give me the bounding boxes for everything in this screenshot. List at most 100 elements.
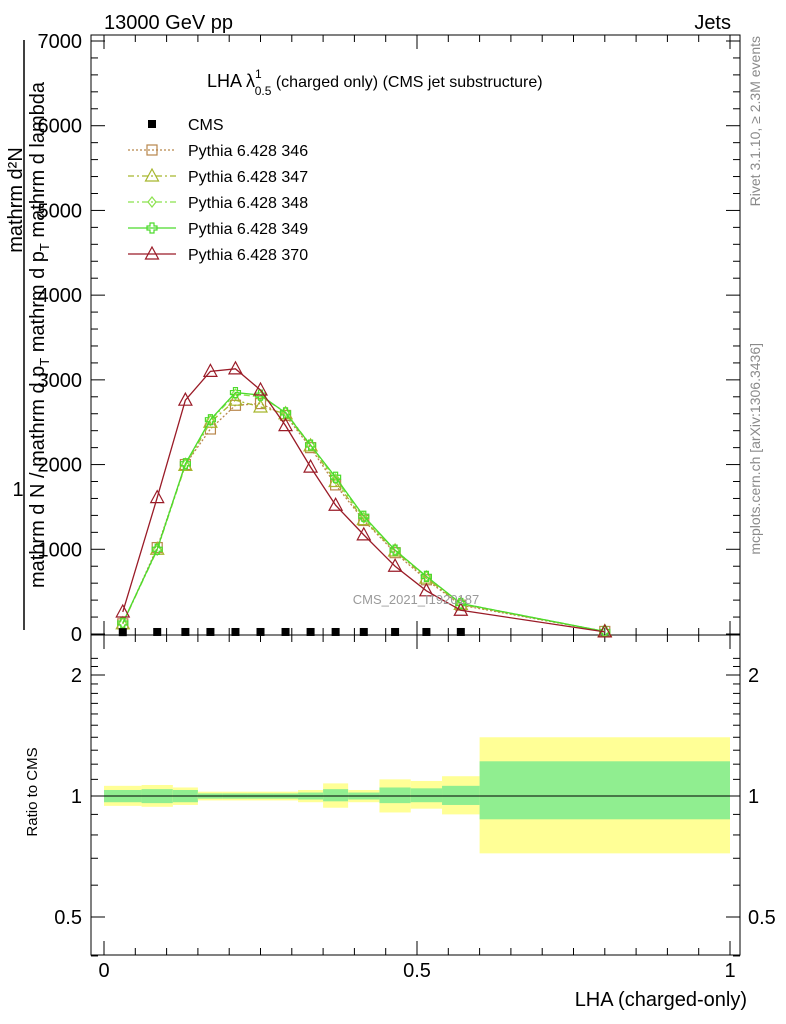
legend-marker-5 xyxy=(144,245,160,260)
plot-title-rest: (charged only) (CMS jet substructure) xyxy=(271,74,542,91)
cms-point-4 xyxy=(231,627,240,636)
series-2-point-4 xyxy=(227,391,243,406)
series-5-point-6 xyxy=(278,417,294,432)
ratio-inner-band-8 xyxy=(323,789,349,802)
series-4-point-0 xyxy=(117,617,129,629)
main-ylabel-numer: mathrm d²N xyxy=(5,147,27,253)
cms-point-0 xyxy=(118,628,127,637)
series-5-point-9 xyxy=(356,526,372,541)
x-axis-label: LHA (charged-only) xyxy=(575,989,747,1011)
series-4-point-2 xyxy=(179,458,191,470)
cms-point-12 xyxy=(456,627,465,636)
ratio-inner-band-13 xyxy=(479,761,730,820)
main-y-tick-label-4: 4000 xyxy=(38,285,83,307)
rivet-text: Rivet 3.1.10, ≥ 2.3M events xyxy=(747,36,763,206)
cms-point-11 xyxy=(422,627,431,636)
main-y-tick-label-5: 5000 xyxy=(38,200,83,222)
legend-label-3: Pythia 6.428 348 xyxy=(188,195,308,212)
series-line-4 xyxy=(122,391,605,633)
cms-point-6 xyxy=(281,627,290,636)
cms-point-10 xyxy=(391,627,400,636)
legend-marker-3 xyxy=(147,196,157,208)
legend-marker-4 xyxy=(146,222,158,234)
series-4-point-6 xyxy=(279,407,292,419)
series-4-point-3 xyxy=(204,414,217,426)
series-5-point-2 xyxy=(177,391,193,406)
header-right: Jets xyxy=(694,12,731,34)
ratio-inner-band-11 xyxy=(410,788,443,803)
series-4-point-7 xyxy=(304,439,317,451)
legend-marker-0 xyxy=(148,120,156,128)
ratio-inner-band-10 xyxy=(379,787,411,804)
series-5-point-8 xyxy=(328,496,344,511)
cms-point-5 xyxy=(256,627,265,636)
cms-point-7 xyxy=(306,627,315,636)
series-3-point-9 xyxy=(359,511,369,524)
series-4-point-12 xyxy=(455,597,467,610)
main-y-tick-label-3: 3000 xyxy=(38,370,83,392)
legend-label-1: Pythia 6.428 346 xyxy=(188,143,308,160)
legend-label-4: Pythia 6.428 349 xyxy=(188,221,308,238)
series-5-point-3 xyxy=(202,363,218,377)
series-4-point-10 xyxy=(389,544,401,556)
plot-title-sub: 0.5 xyxy=(255,84,272,98)
x-tick-label-1: 0.5 xyxy=(403,960,431,982)
series-4-point-1 xyxy=(151,543,163,555)
series-3-point-8 xyxy=(330,473,341,485)
cms-point-8 xyxy=(331,627,340,636)
main-y-tick-label-1: 1000 xyxy=(38,539,83,561)
ratio-y-tick-label-right-0: 0.5 xyxy=(748,907,776,929)
series-4-point-11 xyxy=(420,570,432,582)
series-5-point-11 xyxy=(418,582,434,597)
series-5-point-0 xyxy=(115,603,131,618)
legend-label-0: CMS xyxy=(188,117,224,134)
series-5-point-7 xyxy=(303,458,319,473)
legend: CMS Pythia 6.428 346 Pythia 6.428 347 Pythi… xyxy=(128,117,308,264)
series-line-5 xyxy=(122,368,605,633)
series-5-point-13 xyxy=(597,623,613,638)
series-5-point-5 xyxy=(252,381,269,396)
plot-title-sup: 1 xyxy=(255,67,262,81)
legend-marker-1 xyxy=(146,144,158,156)
cms-point-1 xyxy=(153,627,162,636)
main-y-tick-label-6: 6000 xyxy=(38,116,83,138)
cms-point-2 xyxy=(181,627,190,636)
main-ylabel-denom: mathrm d N / mathrm d pT mathrm d pT mat… xyxy=(27,81,52,588)
ratio-ylabel: Ratio to CMS xyxy=(24,747,41,836)
main-y-tick-label-7: 7000 xyxy=(38,31,83,53)
series-4-point-8 xyxy=(330,471,342,483)
ratio-y-tick-label-right-2: 2 xyxy=(748,665,759,687)
ratio-y-tick-label-left-1: 1 xyxy=(71,786,82,808)
series-4-point-4 xyxy=(229,386,242,399)
mcplots-text: mcplots.cern.ch [arXiv:1306.3436] xyxy=(747,343,763,555)
ratio-y-tick-label-right-1: 1 xyxy=(748,786,759,808)
series-5-point-4 xyxy=(227,360,243,375)
plot-title-main: LHA λ xyxy=(207,71,255,91)
x-tick-label-0: 0 xyxy=(98,960,109,982)
main-ylabel: 1 mathrm d²N mathrm d N / mathrm d pT ma… xyxy=(5,40,52,630)
ratio-plot-frame xyxy=(90,634,741,956)
series-1-point-5 xyxy=(254,397,267,410)
cms-point-3 xyxy=(206,627,215,636)
x-tick-label-2: 1 xyxy=(724,960,735,982)
ratio-y-tick-label-left-0: 0.5 xyxy=(54,907,82,929)
legend-label-2: Pythia 6.428 347 xyxy=(188,169,308,186)
series-5-point-10 xyxy=(387,557,403,572)
plot-title: LHA λ1 0.5 (charged only) (CMS jet substr… xyxy=(207,67,543,98)
series-5-point-12 xyxy=(453,602,469,616)
watermark: CMS_2021_I1920187 xyxy=(353,592,480,607)
ratio-y-tick-label-left-2: 2 xyxy=(71,665,82,687)
ratio-inner-band-12 xyxy=(442,785,480,805)
series-3-point-3 xyxy=(205,414,216,427)
series-3-point-2 xyxy=(180,458,191,471)
legend-label-5: Pythia 6.428 370 xyxy=(188,247,308,264)
series-2-point-5 xyxy=(252,398,269,413)
series-5-point-1 xyxy=(149,489,165,504)
main-y-tick-label-0: 0 xyxy=(71,624,82,646)
main-y-tick-label-2: 2000 xyxy=(38,455,83,477)
main-ylabel-numer-one: 1 xyxy=(12,479,23,501)
header-left: 13000 GeV pp xyxy=(104,12,233,34)
series-4-point-9 xyxy=(358,510,370,522)
legend-marker-2 xyxy=(144,167,160,182)
